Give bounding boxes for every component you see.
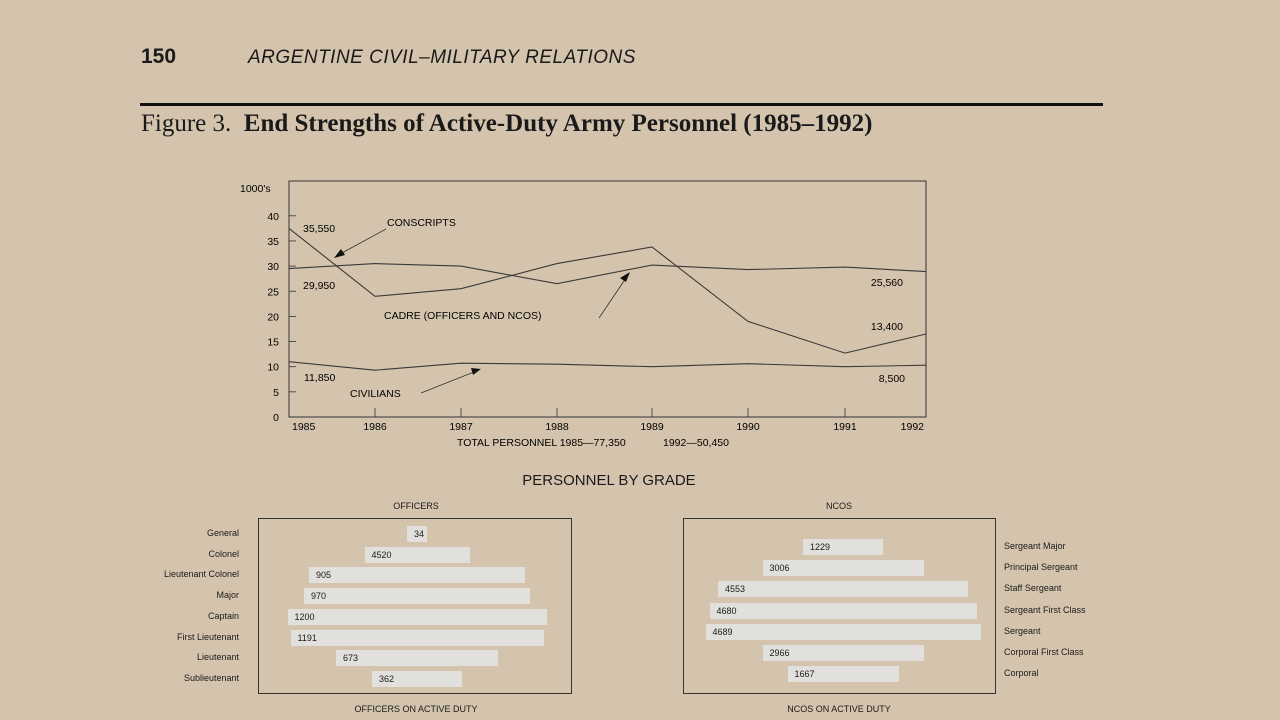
grade-bar: 4680 bbox=[709, 602, 977, 619]
civilians-1985-label: 11,850 bbox=[304, 372, 335, 384]
header-rule bbox=[140, 103, 1103, 106]
total-personnel-1985: TOTAL PERSONNEL 1985—77,350 bbox=[457, 437, 626, 449]
grade-label: Corporal First Class bbox=[1004, 647, 1084, 657]
grade-label: First Lieutenant bbox=[176, 631, 239, 642]
civilians-arrowhead bbox=[471, 368, 481, 375]
section-title: PERSONNEL BY GRADE bbox=[522, 472, 696, 489]
running-head: ARGENTINE CIVIL–MILITARY RELATIONS bbox=[248, 47, 636, 68]
y-tick-label: 20 bbox=[267, 311, 279, 323]
grade-bar: 4553 bbox=[718, 581, 968, 598]
cadre-1992-label: 25,560 bbox=[871, 277, 903, 289]
grade-label: Sublieutenant bbox=[183, 672, 239, 683]
conscripts-1992-label: 13,400 bbox=[871, 321, 903, 333]
y-tick-label: 15 bbox=[267, 337, 279, 349]
grade-bar: 4520 bbox=[364, 546, 470, 563]
grade-bar: 1229 bbox=[803, 539, 883, 555]
y-tick-label: 5 bbox=[273, 387, 279, 399]
series-line-civilians bbox=[288, 361, 927, 371]
grade-bar: 673 bbox=[336, 650, 498, 667]
grade-label: General bbox=[206, 528, 239, 538]
officers-title: OFFICERS bbox=[393, 501, 439, 511]
conscripts-arrowhead bbox=[334, 249, 345, 258]
grade-bar: 4689 bbox=[705, 623, 981, 640]
ncos-box bbox=[683, 518, 996, 694]
figure-label: Figure 3. bbox=[141, 110, 232, 137]
series-line-conscripts bbox=[288, 227, 927, 354]
ncos-title: NCOS bbox=[825, 501, 852, 511]
grade-label: Staff Sergeant bbox=[1004, 583, 1062, 594]
ncos-footer: NCOS ON ACTIVE DUTY bbox=[787, 704, 891, 714]
x-tick-label: 1985 bbox=[292, 421, 316, 433]
grade-bar: 1191 bbox=[290, 629, 544, 646]
y-tick-label: 35 bbox=[267, 236, 279, 248]
grade-bar: 34 bbox=[407, 526, 427, 542]
x-tick-label: 1992 bbox=[901, 421, 925, 433]
grade-label: Lieutenant Colonel bbox=[163, 569, 239, 580]
grade-label: Sergeant bbox=[1004, 625, 1041, 636]
x-tick-label: 1987 bbox=[449, 421, 473, 433]
grade-label: Colonel bbox=[208, 548, 239, 559]
x-tick-label: 1991 bbox=[833, 421, 857, 433]
civilians-pointer bbox=[420, 371, 475, 394]
grade-bar: 1667 bbox=[787, 666, 899, 683]
y-tick-label: 0 bbox=[273, 412, 279, 424]
series-line-cadre-officers-and-ncos- bbox=[288, 263, 927, 285]
grade-label: Captain bbox=[207, 610, 239, 621]
x-tick-label: 1990 bbox=[736, 421, 760, 433]
y-axis-label: 1000's bbox=[240, 183, 271, 195]
officers-box bbox=[258, 518, 572, 694]
grade-bar: 2966 bbox=[762, 645, 924, 661]
y-tick-label: 25 bbox=[267, 286, 279, 298]
grade-label: Lieutenant bbox=[196, 652, 239, 663]
grade-bar: 3006 bbox=[762, 560, 924, 577]
total-personnel-1992: 1992—50,450 bbox=[663, 437, 729, 449]
grade-bar: 970 bbox=[304, 588, 530, 605]
civilians-1992-label: 8,500 bbox=[879, 373, 905, 385]
cadre-label: CADRE (OFFICERS AND NCOS) bbox=[384, 310, 542, 322]
y-tick-label: 30 bbox=[267, 261, 279, 273]
grade-bar: 1200 bbox=[287, 608, 547, 625]
grade-label: Major bbox=[216, 590, 239, 601]
conscripts-label: CONSCRIPTS bbox=[387, 217, 456, 229]
y-tick-label: 40 bbox=[267, 211, 279, 223]
x-tick-label: 1988 bbox=[545, 421, 569, 433]
civilians-label: CIVILIANS bbox=[350, 388, 401, 400]
plot-frame bbox=[288, 180, 927, 418]
conscripts-pointer bbox=[339, 228, 387, 255]
x-tick-label: 1989 bbox=[640, 421, 664, 433]
grade-label: Principal Sergeant bbox=[1004, 562, 1078, 573]
figure-caption: End Strengths of Active-Duty Army Person… bbox=[243, 110, 873, 137]
grade-bar: 905 bbox=[309, 567, 525, 584]
officers-footer: OFFICERS ON ACTIVE DUTY bbox=[354, 704, 478, 714]
cadre-pointer bbox=[598, 277, 627, 319]
cadre-arrowhead bbox=[620, 272, 630, 282]
figure-title: Figure 3. End Strengths of Active-Duty A… bbox=[141, 110, 872, 138]
grade-label: Corporal bbox=[1004, 668, 1039, 679]
page-number: 150 bbox=[141, 45, 177, 68]
x-tick-label: 1986 bbox=[363, 421, 387, 433]
y-tick-label: 10 bbox=[267, 362, 279, 374]
cadre-1985-label: 29,950 bbox=[303, 280, 335, 292]
conscripts-1985-label: 35,550 bbox=[303, 223, 335, 235]
grade-label: Sergeant Major bbox=[1004, 541, 1066, 551]
grade-bar: 362 bbox=[372, 670, 462, 687]
grade-label: Sergeant First Class bbox=[1004, 604, 1086, 615]
